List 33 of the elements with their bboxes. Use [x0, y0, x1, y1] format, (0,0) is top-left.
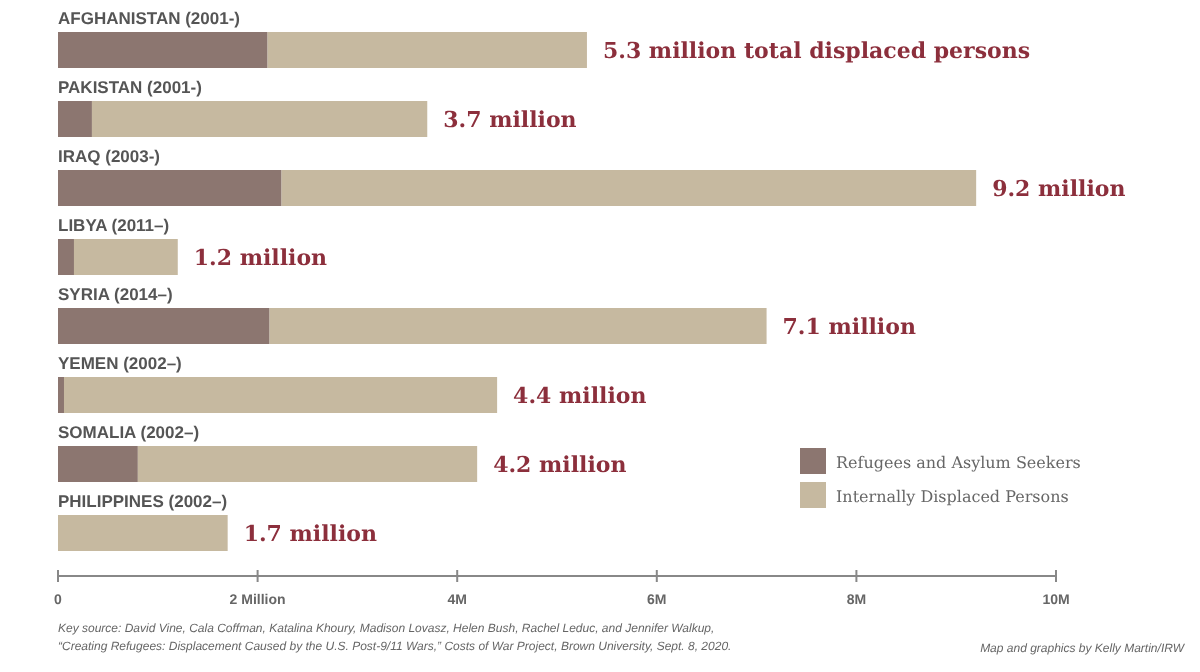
- total-label: 1.2 million: [193, 245, 328, 271]
- bar: [58, 170, 282, 206]
- bar: [58, 32, 268, 68]
- y-tick-label: IRAQ (2003-): [58, 146, 161, 166]
- y-tick-label: PHILIPPINES (2002–): [58, 491, 228, 511]
- legend-label: Internally Displaced Persons: [836, 488, 1069, 506]
- bar: [58, 101, 92, 137]
- bar: [58, 308, 270, 344]
- bar: [58, 515, 228, 551]
- bar: [73, 239, 178, 275]
- total-label: 7.1 million: [782, 314, 916, 340]
- total-label: 3.7 million: [443, 107, 577, 133]
- y-tick-label: AFGHANISTAN (2001-): [58, 8, 241, 28]
- total-label: 4.4 million: [513, 383, 647, 409]
- bar: [58, 377, 64, 413]
- bar: [281, 170, 977, 206]
- bar: [267, 32, 587, 68]
- bar: [63, 377, 498, 413]
- total-label: 1.7 million: [243, 521, 377, 547]
- bar: [58, 446, 138, 482]
- total-label: 5.3 million total displaced persons: [602, 38, 1031, 64]
- y-tick-label: SYRIA (2014–): [58, 284, 173, 304]
- legend-label: Refugees and Asylum Seekers: [836, 454, 1081, 472]
- bar: [58, 239, 74, 275]
- total-label: 4.2 million: [493, 452, 627, 478]
- bar: [269, 308, 767, 344]
- y-tick-label: SOMALIA (2002–): [58, 422, 200, 442]
- y-tick-label: YEMEN (2002–): [58, 353, 183, 373]
- bar: [91, 101, 428, 137]
- total-label: 9.2 million: [992, 176, 1126, 202]
- bar: [137, 446, 478, 482]
- y-tick-label: PAKISTAN (2001-): [58, 77, 203, 97]
- y-tick-label: LIBYA (2011–): [58, 215, 170, 235]
